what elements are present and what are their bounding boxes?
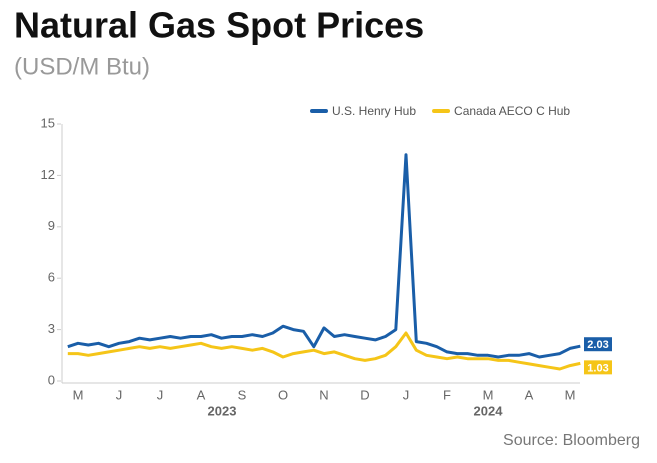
line	[67, 153, 581, 359]
x-tick-label: F	[443, 387, 451, 402]
y-tick-label: 12	[41, 167, 55, 182]
y-tick-label: 15	[41, 115, 55, 130]
legend-label: U.S. Henry Hub	[332, 104, 416, 118]
x-tick-label: N	[319, 387, 328, 402]
x-tick-label: M	[73, 387, 84, 402]
x-tick-label: A	[525, 387, 534, 402]
x-tick-label: J	[157, 387, 164, 402]
year-label: 2024	[474, 403, 504, 418]
line	[67, 331, 581, 371]
y-tick-label: 3	[48, 321, 55, 336]
x-tick-label: J	[403, 387, 410, 402]
end-label-box	[584, 337, 612, 352]
end-label: 1.03	[587, 362, 608, 374]
x-tick-label: O	[278, 387, 288, 402]
x-tick-label: M	[483, 387, 494, 402]
y-tick-label: 6	[48, 270, 55, 285]
x-tick-label: J	[116, 387, 123, 402]
end-label-box	[584, 360, 612, 375]
year-label: 2023	[208, 403, 237, 418]
chart-title: Natural Gas Spot Prices	[14, 5, 424, 46]
x-tick-label: D	[360, 387, 369, 402]
chart-subtitle: (USD/M Btu)	[14, 53, 150, 80]
y-tick-label: 9	[48, 218, 55, 233]
source: Source: Bloomberg	[503, 432, 640, 449]
legend-label: Canada AECO C Hub	[454, 104, 570, 118]
end-label: 2.03	[587, 339, 608, 351]
y-tick-label: 0	[48, 372, 55, 387]
x-tick-label: S	[238, 387, 247, 402]
x-tick-label: M	[565, 387, 576, 402]
x-tick-label: A	[197, 387, 206, 402]
